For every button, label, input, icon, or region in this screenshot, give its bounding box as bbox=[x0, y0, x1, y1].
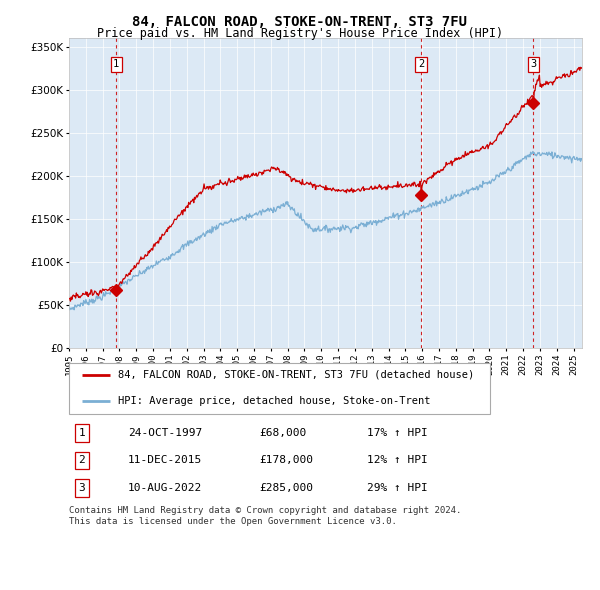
Text: Price paid vs. HM Land Registry's House Price Index (HPI): Price paid vs. HM Land Registry's House … bbox=[97, 27, 503, 40]
Text: 2: 2 bbox=[79, 455, 85, 466]
Text: 29% ↑ HPI: 29% ↑ HPI bbox=[367, 483, 427, 493]
Text: 3: 3 bbox=[530, 59, 536, 69]
Text: £68,000: £68,000 bbox=[259, 428, 306, 438]
Text: 10-AUG-2022: 10-AUG-2022 bbox=[128, 483, 202, 493]
Text: 1: 1 bbox=[79, 428, 85, 438]
Text: 2: 2 bbox=[418, 59, 424, 69]
Text: 17% ↑ HPI: 17% ↑ HPI bbox=[367, 428, 427, 438]
Text: HPI: Average price, detached house, Stoke-on-Trent: HPI: Average price, detached house, Stok… bbox=[118, 396, 430, 407]
Text: £178,000: £178,000 bbox=[259, 455, 313, 466]
Text: 12% ↑ HPI: 12% ↑ HPI bbox=[367, 455, 427, 466]
Text: 84, FALCON ROAD, STOKE-ON-TRENT, ST3 7FU (detached house): 84, FALCON ROAD, STOKE-ON-TRENT, ST3 7FU… bbox=[118, 370, 474, 380]
Text: 84, FALCON ROAD, STOKE-ON-TRENT, ST3 7FU: 84, FALCON ROAD, STOKE-ON-TRENT, ST3 7FU bbox=[133, 15, 467, 29]
Text: 11-DEC-2015: 11-DEC-2015 bbox=[128, 455, 202, 466]
Text: 3: 3 bbox=[79, 483, 85, 493]
Text: 24-OCT-1997: 24-OCT-1997 bbox=[128, 428, 202, 438]
Text: 1: 1 bbox=[113, 59, 119, 69]
FancyBboxPatch shape bbox=[69, 363, 490, 414]
Text: Contains HM Land Registry data © Crown copyright and database right 2024.
This d: Contains HM Land Registry data © Crown c… bbox=[69, 506, 461, 526]
Text: £285,000: £285,000 bbox=[259, 483, 313, 493]
